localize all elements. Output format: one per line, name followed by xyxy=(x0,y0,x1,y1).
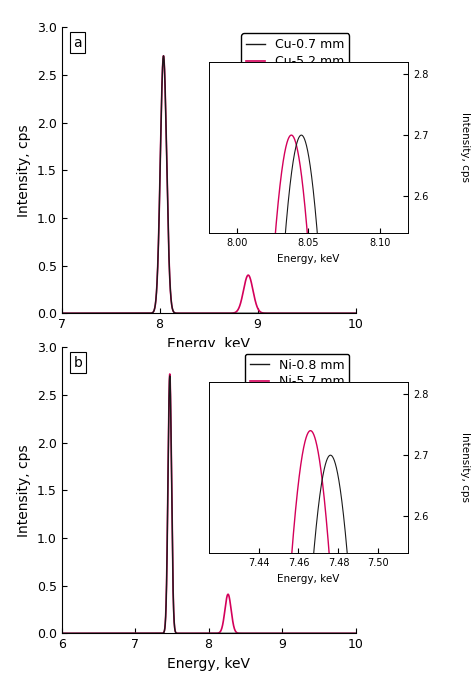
Y-axis label: Intensity, cps: Intensity, cps xyxy=(17,444,31,537)
Y-axis label: Intensity, cps: Intensity, cps xyxy=(17,124,31,217)
Legend: Ni-0.8 mm, Ni-5.7 mm: Ni-0.8 mm, Ni-5.7 mm xyxy=(245,353,349,394)
Text: b: b xyxy=(73,356,82,370)
Text: a: a xyxy=(73,36,82,50)
X-axis label: Energy, keV: Energy, keV xyxy=(167,656,250,671)
X-axis label: Energy, keV: Energy, keV xyxy=(167,336,250,351)
X-axis label: Energy, keV: Energy, keV xyxy=(277,573,340,584)
Y-axis label: Intensity, cps: Intensity, cps xyxy=(460,432,470,503)
Legend: Cu-0.7 mm, Cu-5.2 mm: Cu-0.7 mm, Cu-5.2 mm xyxy=(241,33,349,74)
Y-axis label: Intensity, cps: Intensity, cps xyxy=(460,112,470,183)
X-axis label: Energy, keV: Energy, keV xyxy=(277,253,340,264)
